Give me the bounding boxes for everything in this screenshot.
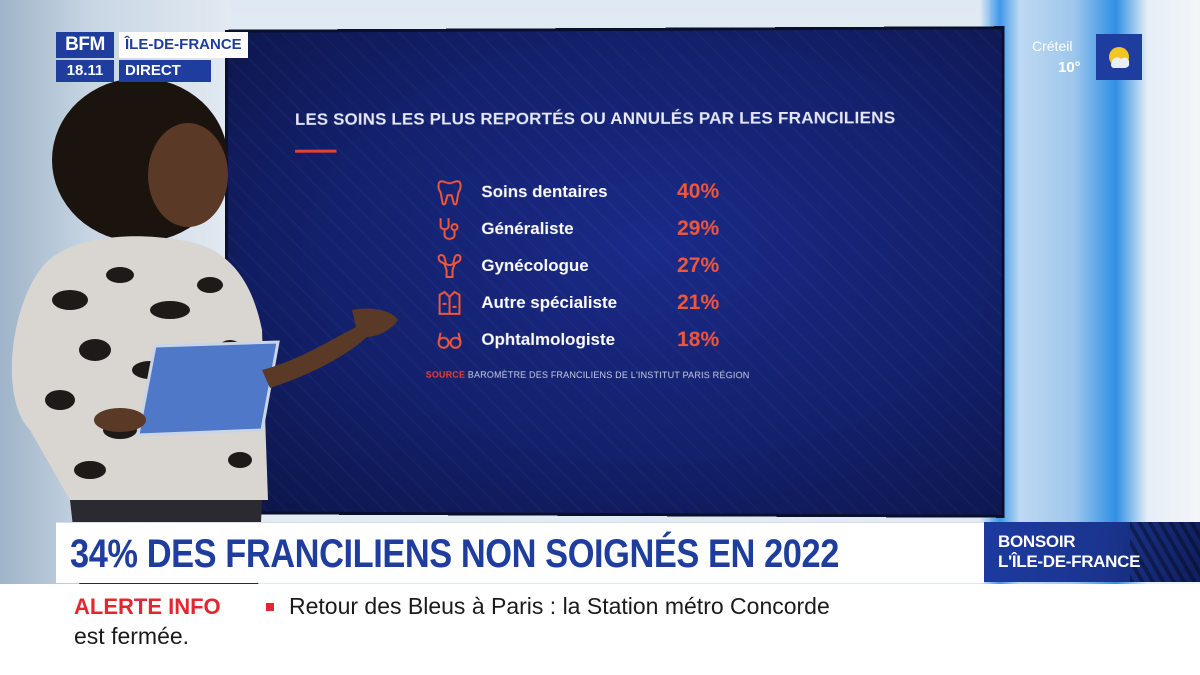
glasses-icon — [434, 324, 466, 354]
sun-icon — [1096, 34, 1142, 80]
show-title-line2: L'ÎLE-DE-FRANCE — [998, 552, 1140, 572]
channel-name: BFM — [56, 32, 114, 58]
region-label: ÎLE-DE-FRANCE — [119, 32, 248, 58]
alert-ticker: ALERTE INFO Retour des Bleus à Paris : l… — [0, 584, 1200, 675]
doctor-coat-icon — [434, 287, 466, 317]
care-label: Soins dentaires — [481, 181, 677, 201]
uterus-icon — [434, 251, 466, 281]
alert-separator — [266, 603, 274, 611]
clock: 18.11 — [56, 60, 114, 82]
alert-text-line2: est fermée. — [74, 623, 189, 650]
badge-stripes — [1130, 522, 1200, 582]
show-badge: BONSOIR L'ÎLE-DE-FRANCE — [984, 522, 1200, 582]
presenter-hand-left — [94, 408, 146, 432]
care-item-dental: Soins dentaires 40% — [434, 173, 720, 210]
weather-city: Créteil — [1032, 38, 1072, 54]
care-item-generalist: Généraliste 29% — [434, 210, 720, 247]
care-item-ophthalmologist: Ophtalmologiste 18% — [434, 321, 720, 358]
care-label: Ophtalmologiste — [481, 329, 677, 349]
studio-background-right — [990, 0, 1200, 590]
care-item-specialist: Autre spécialiste 21% — [434, 284, 720, 321]
presenter-face — [148, 123, 228, 227]
care-value: 40% — [677, 179, 719, 203]
tooth-icon — [434, 177, 466, 207]
headline-banner: 34% DES FRANCILIENS NON SOIGNÉS EN 2022 — [56, 522, 984, 583]
care-value: 27% — [677, 253, 719, 277]
presenter — [0, 70, 420, 590]
care-value: 18% — [677, 328, 719, 352]
presenter-hand-right — [352, 308, 398, 337]
source-note: SOURCE BAROMÈTRE DES FRANCILIENS DE L'IN… — [426, 370, 750, 381]
care-item-gynecologist: Gynécologue 27% — [434, 247, 720, 284]
care-label: Gynécologue — [481, 255, 677, 275]
show-title-line1: BONSOIR — [998, 532, 1075, 552]
source-text: BAROMÈTRE DES FRANCILIENS DE L'INSTITUT … — [468, 370, 750, 381]
weather-temperature: 10° — [1058, 59, 1081, 76]
care-list: Soins dentaires 40% Généraliste 29% Gyné… — [434, 173, 720, 358]
care-label: Généraliste — [481, 218, 677, 238]
care-label: Autre spécialiste — [481, 292, 677, 312]
care-value: 29% — [677, 216, 719, 240]
presenter-arm-right — [262, 325, 372, 388]
headline-text: 34% DES FRANCILIENS NON SOIGNÉS EN 2022 — [70, 532, 839, 577]
stethoscope-icon — [434, 214, 466, 244]
source-key: SOURCE — [426, 370, 465, 380]
alert-label: ALERTE INFO — [74, 594, 221, 620]
alert-text-line1: Retour des Bleus à Paris : la Station mé… — [289, 593, 830, 620]
live-badge: DIRECT — [119, 60, 211, 82]
weather-widget: Créteil 10° — [1028, 34, 1148, 84]
presenter-tablet — [138, 342, 278, 435]
care-value: 21% — [677, 291, 719, 315]
